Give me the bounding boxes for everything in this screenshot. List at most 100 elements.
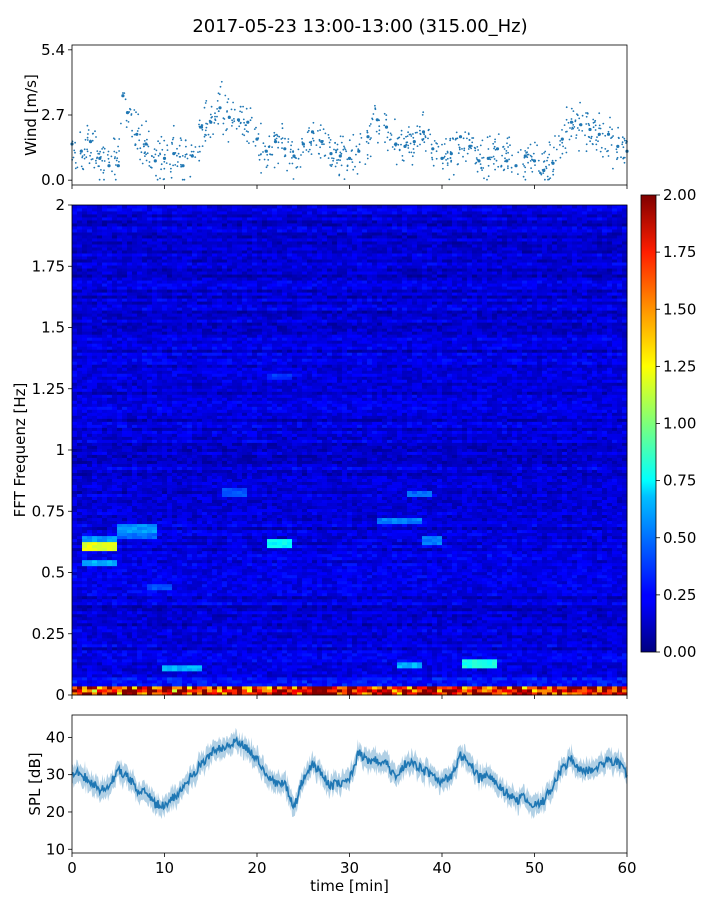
spectrogram-cell: [177, 607, 183, 612]
spectrogram-cell: [562, 631, 568, 636]
spectrogram-cell: [462, 676, 468, 681]
spectrogram-cell: [267, 670, 273, 675]
spectrogram-cell: [397, 685, 403, 690]
spectrogram-cell: [342, 655, 348, 660]
spectrogram-cell: [222, 625, 228, 630]
spectrogram-cell: [602, 634, 608, 639]
spectrogram-cell: [192, 631, 198, 636]
spectrogram-cell: [342, 691, 348, 696]
spectrogram-cell: [422, 661, 428, 666]
spectrogram-cell: [137, 691, 143, 696]
spectrogram-cell: [217, 643, 223, 648]
spectrogram-cell: [617, 661, 623, 666]
spectrogram-cell: [227, 625, 233, 630]
spectrogram-cell: [502, 643, 508, 648]
spectrogram-cell: [287, 691, 293, 696]
spectrogram-cell: [257, 598, 263, 603]
spectrogram-cell: [197, 589, 203, 594]
spectrogram-cell: [442, 649, 448, 654]
spectrogram-cell: [527, 646, 533, 651]
wind-point: [148, 161, 151, 163]
wind-point: [494, 148, 497, 151]
wind-point: [140, 151, 143, 154]
spectrogram-cell: [497, 679, 503, 684]
spectrogram-cell: [357, 655, 363, 660]
spectrogram-cell: [437, 655, 443, 660]
spectrogram-cell: [162, 685, 168, 690]
spectrogram-cell: [602, 613, 608, 618]
spectrogram-cell: [252, 631, 258, 636]
spectrogram-cell: [267, 667, 273, 672]
spectrogram-cell: [492, 679, 498, 684]
spectrogram-cell: [502, 664, 508, 669]
spectrogram-cell: [527, 691, 533, 696]
spectrogram-cell: [357, 595, 363, 600]
spectrogram-cell: [432, 589, 438, 594]
spectrogram-cell: [347, 691, 353, 696]
spectrogram-cell: [82, 673, 88, 678]
spectrogram-cell: [327, 673, 333, 678]
spectrogram-cell: [422, 637, 428, 642]
spectrogram-cell: [322, 595, 328, 600]
wind-point: [113, 157, 116, 160]
wind-point: [267, 159, 270, 161]
wind-point: [181, 178, 184, 181]
wind-y-ticks: 0.02.75.4: [41, 41, 72, 189]
spectrogram-cell: [137, 601, 143, 606]
spectrogram-cell: [592, 673, 598, 678]
spectrogram-cell: [552, 664, 558, 669]
spectrogram-cell: [412, 625, 418, 630]
wind-ytick-label: 5.4: [41, 41, 65, 59]
spectrogram-cell: [147, 604, 153, 609]
spectrogram-cell: [282, 652, 288, 657]
spectrogram-cell: [492, 661, 498, 666]
spectrogram-cell: [282, 601, 288, 606]
spectrogram-cell: [552, 628, 558, 633]
spectrogram-cell: [382, 658, 388, 663]
spectrogram-cell: [357, 649, 363, 654]
spectrogram-cell: [177, 634, 183, 639]
spectrogram-cell: [307, 628, 313, 633]
spectrogram-cell: [252, 610, 258, 615]
spectrogram-cell: [527, 640, 533, 645]
spectrogram-cell: [402, 622, 408, 627]
spectrogram-cell: [327, 625, 333, 630]
spectrogram-cell: [377, 589, 383, 594]
spectrogram-cell: [342, 685, 348, 690]
spectrogram-cell: [612, 592, 618, 597]
spectrogram-cell: [462, 586, 468, 591]
spectrogram-cell: [492, 685, 498, 690]
spectrogram-cell: [482, 679, 488, 684]
spectrogram-cell: [92, 595, 98, 600]
spectrogram-cell: [332, 691, 338, 696]
wind-point: [290, 144, 292, 147]
spectrogram-cell: [352, 649, 358, 654]
wind-point: [504, 157, 506, 160]
spectrogram-cell: [317, 619, 323, 624]
spectrogram-cell: [617, 613, 623, 618]
spectrogram-cell: [202, 673, 208, 678]
spectrogram-cell: [457, 628, 463, 633]
spectrogram-cell: [552, 658, 558, 663]
wind-point: [529, 143, 532, 146]
wind-point: [231, 119, 234, 122]
spectrogram-cell: [577, 619, 583, 624]
spectrogram-cell: [462, 616, 468, 621]
spectrogram-cell: [187, 601, 193, 606]
spectrogram-cell: [582, 691, 588, 696]
spectrogram-cell: [482, 598, 488, 603]
spectrogram-cell: [292, 667, 298, 672]
wind-point: [120, 122, 122, 125]
spectrogram-cell: [507, 598, 513, 603]
wind-point: [510, 171, 513, 173]
spectrogram-cell: [312, 676, 318, 681]
spectrogram-cell: [287, 688, 293, 693]
spectrogram-cell: [452, 586, 458, 591]
spectrogram-cell: [422, 691, 428, 696]
spectrogram-cell: [467, 640, 473, 645]
spectrogram-cell: [212, 610, 218, 615]
spectrogram-cell: [297, 637, 303, 642]
spectrogram-cell: [587, 622, 593, 627]
spectrogram-cell: [382, 631, 388, 636]
spectrogram-cell: [72, 652, 78, 657]
